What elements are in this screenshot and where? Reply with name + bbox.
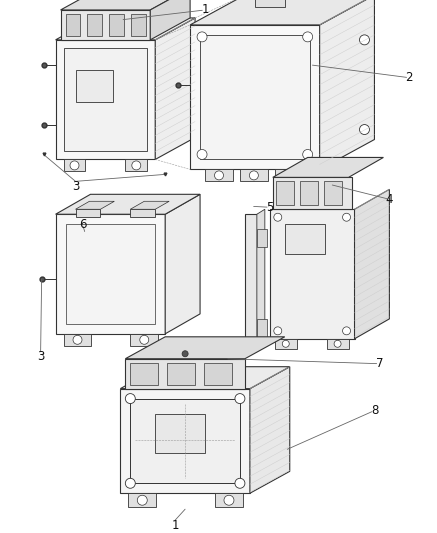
Circle shape [250, 171, 258, 180]
Bar [190, 25, 319, 169]
Polygon shape [190, 0, 375, 25]
Bar [120, 389, 250, 493]
Bar [300, 181, 318, 205]
Text: 8: 8 [371, 404, 378, 417]
Polygon shape [319, 0, 375, 169]
Bar [76, 70, 113, 102]
Polygon shape [125, 337, 285, 359]
Bar [61, 10, 150, 40]
Bar [66, 14, 80, 36]
Text: 3: 3 [72, 180, 79, 193]
Text: 6: 6 [79, 217, 86, 231]
Circle shape [360, 125, 369, 134]
Bar [125, 359, 245, 389]
Bar [125, 159, 147, 172]
Circle shape [132, 161, 141, 170]
Bar [275, 169, 303, 181]
Bar [257, 229, 267, 247]
Circle shape [284, 171, 293, 180]
Polygon shape [120, 367, 290, 389]
Bar [130, 209, 155, 217]
Text: 1: 1 [201, 4, 209, 17]
Text: 1: 1 [171, 519, 179, 531]
Bar [130, 334, 158, 346]
Circle shape [140, 335, 149, 344]
Polygon shape [150, 0, 190, 40]
Circle shape [235, 393, 245, 403]
Circle shape [125, 478, 135, 488]
Bar [200, 35, 310, 159]
Text: 5: 5 [266, 201, 274, 214]
Bar [215, 493, 243, 507]
Polygon shape [61, 0, 190, 10]
Bar [131, 14, 146, 36]
Bar [324, 181, 342, 205]
Bar [205, 169, 233, 181]
Circle shape [274, 327, 282, 335]
Bar [55, 214, 165, 334]
Bar [285, 224, 325, 254]
Bar [130, 399, 240, 483]
Bar [257, 319, 267, 337]
Polygon shape [250, 367, 290, 493]
Circle shape [137, 495, 147, 505]
Text: 7: 7 [376, 357, 383, 370]
Bar [326, 339, 349, 349]
Circle shape [343, 213, 350, 221]
Bar [87, 14, 102, 36]
Polygon shape [354, 189, 389, 339]
Polygon shape [76, 201, 114, 209]
Polygon shape [273, 157, 383, 177]
Polygon shape [55, 18, 195, 40]
Bar [63, 159, 86, 172]
Bar [167, 363, 195, 385]
Bar [155, 414, 205, 454]
Circle shape [274, 213, 282, 221]
Bar [128, 493, 156, 507]
Circle shape [282, 340, 289, 348]
Polygon shape [165, 195, 200, 334]
Text: 2: 2 [406, 71, 413, 84]
Polygon shape [130, 201, 169, 209]
Circle shape [215, 171, 223, 180]
Bar [240, 169, 268, 181]
Circle shape [235, 478, 245, 488]
Circle shape [224, 495, 234, 505]
Bar [270, 209, 354, 339]
Circle shape [334, 340, 341, 348]
Circle shape [197, 149, 207, 159]
Text: 4: 4 [385, 193, 393, 206]
Bar [63, 48, 147, 151]
Bar [245, 214, 257, 344]
Bar [130, 363, 158, 385]
Bar [109, 14, 125, 36]
Bar [204, 363, 232, 385]
Polygon shape [257, 209, 265, 344]
Polygon shape [255, 0, 285, 7]
Bar [273, 177, 351, 209]
Bar [276, 181, 294, 205]
Circle shape [73, 335, 82, 344]
Circle shape [125, 393, 135, 403]
Circle shape [303, 149, 312, 159]
Circle shape [182, 351, 188, 357]
Circle shape [303, 32, 312, 42]
Polygon shape [55, 195, 200, 214]
Circle shape [360, 35, 369, 45]
Bar [55, 40, 155, 159]
Polygon shape [155, 18, 195, 159]
Circle shape [197, 32, 207, 42]
Bar [275, 339, 297, 349]
Bar [76, 209, 101, 217]
Circle shape [70, 161, 79, 170]
Bar [63, 334, 91, 346]
Text: 3: 3 [37, 350, 44, 363]
Bar [66, 224, 155, 324]
Circle shape [343, 327, 350, 335]
